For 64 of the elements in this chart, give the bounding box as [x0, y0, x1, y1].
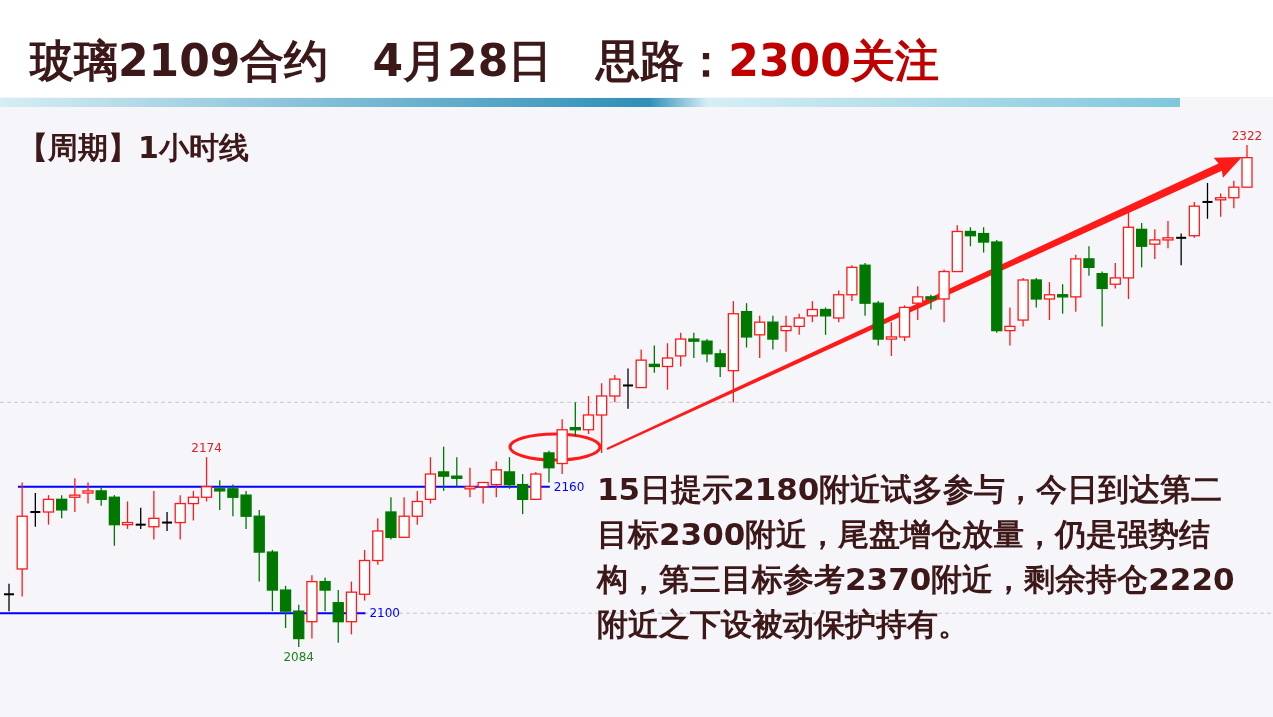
candlestick	[1162, 220, 1174, 249]
annotation: 15日提示2180附近试多参与，今日到达第二目标2300附近，尾盘增仓放量，仍是强势结构，第三目标参考2370附近，剩余持仓2220附近之下设被动保护持有。	[595, 471, 1235, 642]
candlestick	[609, 374, 621, 403]
candlestick	[833, 289, 845, 323]
candlestick	[398, 496, 410, 538]
candlestick	[1228, 180, 1240, 209]
candlestick	[1109, 262, 1121, 290]
candlestick	[806, 300, 819, 323]
candlestick	[437, 445, 450, 492]
candlestick	[964, 226, 977, 247]
candlestick	[1202, 182, 1213, 220]
candlestick	[200, 456, 213, 503]
candlestick	[1043, 281, 1056, 321]
candlestick	[1056, 283, 1069, 315]
candlestick	[1149, 228, 1161, 260]
annotation: 【周期】1小时线	[18, 130, 249, 165]
candlestick	[767, 315, 779, 351]
candlestick	[490, 460, 502, 498]
ref-line-label: 2100	[369, 606, 400, 621]
candlestick	[714, 348, 726, 378]
candlestick	[42, 494, 55, 526]
candlestick	[174, 494, 186, 541]
candlestick	[582, 395, 595, 435]
candlestick	[503, 456, 516, 490]
candlestick	[516, 473, 529, 515]
candlestick	[4, 583, 14, 612]
candlestick	[319, 576, 331, 612]
candlestick	[95, 486, 107, 507]
candlestick	[885, 321, 898, 357]
annotation: 2084	[283, 650, 315, 664]
candlestick	[912, 285, 924, 321]
candlestick	[82, 481, 94, 505]
candlestick	[1004, 306, 1016, 347]
chart-subtitle: 2300关注	[728, 35, 939, 86]
candlestick	[69, 477, 81, 513]
candlestick	[793, 313, 805, 336]
candlestick	[977, 226, 990, 254]
candlestick	[780, 315, 792, 353]
candlestick	[596, 382, 608, 454]
candlestick	[925, 294, 937, 311]
candlestick	[411, 490, 423, 526]
annotation: 2322	[1231, 129, 1263, 143]
candlestick	[754, 315, 766, 359]
candlestick	[1030, 277, 1042, 309]
candlestick	[30, 492, 41, 528]
candlestick	[1176, 232, 1187, 266]
candlestick	[623, 367, 633, 410]
candlestick	[1083, 245, 1095, 277]
candlestick	[214, 479, 226, 511]
candlestick	[56, 494, 68, 519]
candlestick	[162, 511, 173, 532]
candlestick	[279, 585, 292, 629]
candlestick	[1135, 222, 1148, 268]
candlestick	[1096, 270, 1108, 328]
candlestick	[819, 306, 832, 336]
candlestick	[543, 450, 555, 484]
candlestick	[148, 490, 160, 541]
candlestick	[135, 507, 146, 530]
candlestick	[661, 342, 674, 391]
candlestick	[675, 332, 687, 368]
candlestick	[332, 589, 344, 644]
annotation: 2174	[191, 441, 222, 456]
ref-line-label: 2160	[553, 479, 585, 494]
candlestick	[187, 490, 200, 522]
